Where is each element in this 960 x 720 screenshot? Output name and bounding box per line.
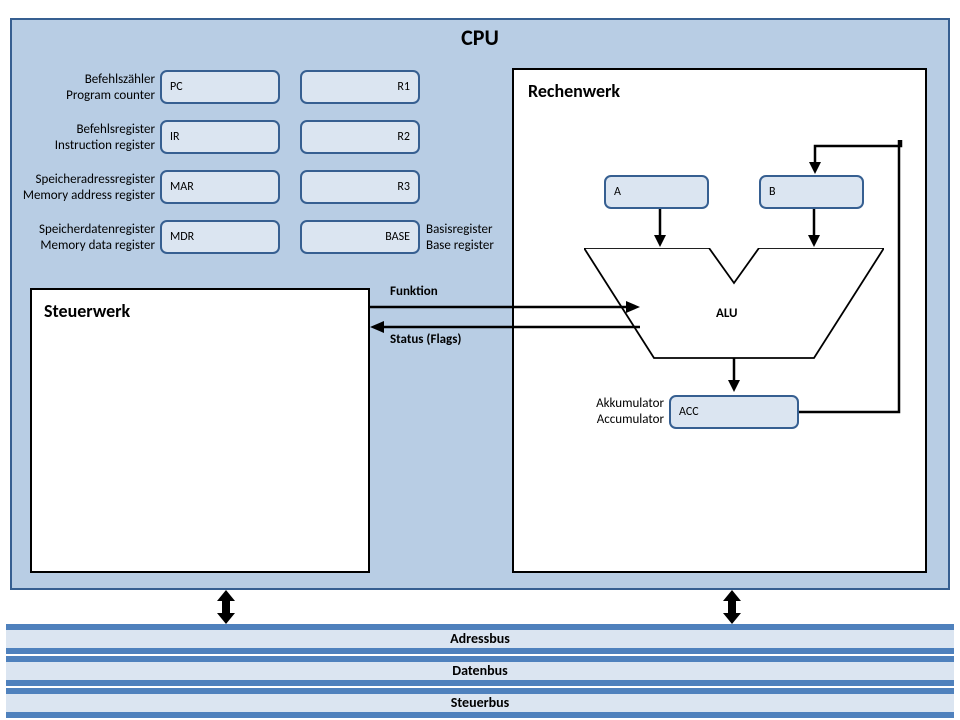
bus-datenbus: Datenbus bbox=[6, 656, 954, 686]
bus-steuerbus: Steuerbus bbox=[6, 688, 954, 718]
bus-adressbus-label: Adressbus bbox=[6, 630, 954, 648]
label-mar: Speicheradressregister Memory address re… bbox=[12, 172, 155, 203]
reg-pc: PC bbox=[160, 70, 280, 104]
label-mar-de: Speicheradressregister bbox=[36, 172, 155, 187]
rechenwerk-title: Rechenwerk bbox=[514, 70, 925, 112]
bus-steuerbus-label: Steuerbus bbox=[6, 694, 954, 712]
alu-label: ALU bbox=[716, 306, 738, 321]
reg-base: BASE bbox=[300, 220, 420, 254]
label-pc: Befehlszähler Program counter bbox=[12, 72, 155, 103]
label-pc-en: Program counter bbox=[66, 88, 155, 103]
label-funktion: Funktion bbox=[390, 284, 438, 299]
bus-adressbus: Adressbus bbox=[6, 624, 954, 654]
reg-mdr: MDR bbox=[160, 220, 280, 254]
arrow-funktion bbox=[370, 300, 640, 314]
label-mdr-en: Memory data register bbox=[40, 238, 155, 253]
reg-r2: R2 bbox=[300, 120, 420, 154]
steuerwerk-box: Steuerwerk bbox=[30, 288, 370, 573]
label-acc: Akkumulator Accumulator bbox=[559, 396, 664, 427]
arrow-cpu-bus-right bbox=[720, 590, 744, 624]
label-acc-de: Akkumulator bbox=[596, 396, 664, 411]
label-base: Basisregister Base register bbox=[426, 222, 506, 253]
arrow-cpu-bus-left bbox=[214, 590, 238, 624]
label-mdr: Speicherdatenregister Memory data regist… bbox=[12, 222, 155, 253]
label-status: Status (Flags) bbox=[390, 332, 461, 347]
arrow-status bbox=[370, 320, 640, 334]
label-base-de: Basisregister bbox=[426, 222, 493, 237]
reg-r1: R1 bbox=[300, 70, 420, 104]
arrow-a-alu bbox=[654, 209, 666, 249]
label-mar-en: Memory address register bbox=[23, 188, 155, 203]
label-pc-de: Befehlszähler bbox=[85, 72, 155, 87]
label-mdr-de: Speicherdatenregister bbox=[39, 222, 155, 237]
reg-mar: MAR bbox=[160, 170, 280, 204]
steuerwerk-title: Steuerwerk bbox=[32, 290, 368, 332]
reg-r3: R3 bbox=[300, 170, 420, 204]
bus-datenbus-label: Datenbus bbox=[6, 662, 954, 680]
reg-acc: ACC bbox=[669, 395, 799, 429]
label-base-en: Base register bbox=[426, 238, 494, 253]
cpu-container: CPU Befehlszähler Program counter Befehl… bbox=[10, 18, 950, 590]
cpu-title: CPU bbox=[12, 24, 948, 51]
label-ir: Befehlsregister Instruction register bbox=[12, 122, 155, 153]
label-acc-en: Accumulator bbox=[597, 412, 664, 427]
feedback-loop bbox=[799, 140, 909, 415]
reg-ir: IR bbox=[160, 120, 280, 154]
label-ir-de: Befehlsregister bbox=[76, 122, 155, 137]
arrow-alu-acc bbox=[728, 358, 740, 394]
label-ir-en: Instruction register bbox=[55, 138, 155, 153]
alu-input-a: A bbox=[604, 175, 709, 209]
